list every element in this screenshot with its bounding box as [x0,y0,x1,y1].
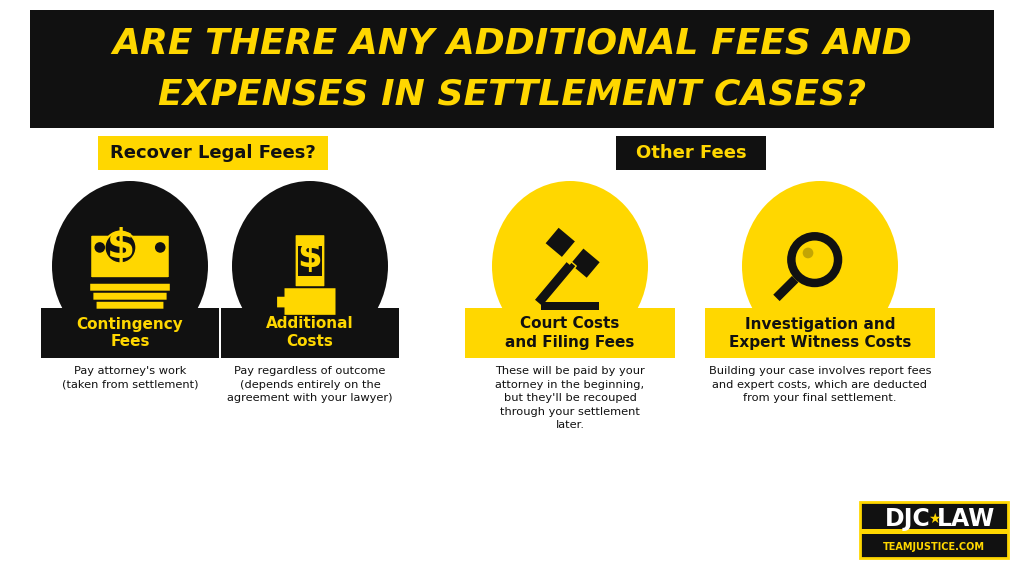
Text: ARE THERE ANY ADDITIONAL FEES AND: ARE THERE ANY ADDITIONAL FEES AND [112,26,912,60]
Text: Additional
Costs: Additional Costs [266,316,354,350]
Text: Pay regardless of outcome
(depends entirely on the
agreement with your lawyer): Pay regardless of outcome (depends entir… [227,366,393,403]
Text: EXPENSES IN SETTLEMENT CASES?: EXPENSES IN SETTLEMENT CASES? [158,78,866,112]
FancyBboxPatch shape [221,308,399,358]
Circle shape [155,242,166,253]
FancyBboxPatch shape [41,308,219,358]
FancyBboxPatch shape [90,234,170,278]
FancyBboxPatch shape [860,502,1008,558]
Text: LAW: LAW [937,507,995,531]
FancyBboxPatch shape [465,308,675,358]
Text: Investigation and
Expert Witness Costs: Investigation and Expert Witness Costs [729,316,911,350]
FancyBboxPatch shape [860,529,1008,535]
Text: Recover Legal Fees?: Recover Legal Fees? [111,144,315,162]
Circle shape [94,242,105,253]
Text: $: $ [106,228,134,267]
Ellipse shape [492,181,648,351]
Text: These will be paid by your
attorney in the beginning,
but they'll be recouped
th: These will be paid by your attorney in t… [496,366,645,430]
Circle shape [787,232,843,287]
Circle shape [104,232,136,263]
Polygon shape [535,259,577,306]
Circle shape [796,241,834,279]
Text: Contingency
Fees: Contingency Fees [77,316,183,350]
Ellipse shape [52,181,208,351]
FancyBboxPatch shape [301,297,308,312]
Ellipse shape [742,181,898,351]
Text: DJC: DJC [886,507,931,531]
FancyBboxPatch shape [541,302,599,310]
FancyBboxPatch shape [291,297,298,312]
Ellipse shape [232,181,388,351]
FancyBboxPatch shape [616,136,766,170]
Text: TEAMJUSTICE.COM: TEAMJUSTICE.COM [883,542,985,552]
Text: Other Fees: Other Fees [636,144,746,162]
FancyBboxPatch shape [298,247,323,275]
Polygon shape [561,241,584,265]
FancyBboxPatch shape [98,136,328,170]
Polygon shape [773,276,799,301]
FancyBboxPatch shape [285,288,336,315]
FancyBboxPatch shape [90,284,170,291]
FancyBboxPatch shape [705,308,935,358]
Text: Pay attorney's work
(taken from settlement): Pay attorney's work (taken from settleme… [61,366,199,389]
FancyBboxPatch shape [295,234,326,287]
FancyBboxPatch shape [311,297,319,312]
Circle shape [803,248,813,258]
Text: $: $ [298,240,323,274]
FancyBboxPatch shape [30,10,994,128]
Polygon shape [544,226,601,279]
FancyBboxPatch shape [323,297,330,312]
Text: Court Costs
and Filing Fees: Court Costs and Filing Fees [505,316,635,350]
Text: ★: ★ [928,512,940,526]
FancyBboxPatch shape [93,293,167,300]
Text: Building your case involves report fees
and expert costs, which are deducted
fro: Building your case involves report fees … [709,366,931,403]
FancyBboxPatch shape [278,297,289,308]
FancyBboxPatch shape [96,302,164,309]
